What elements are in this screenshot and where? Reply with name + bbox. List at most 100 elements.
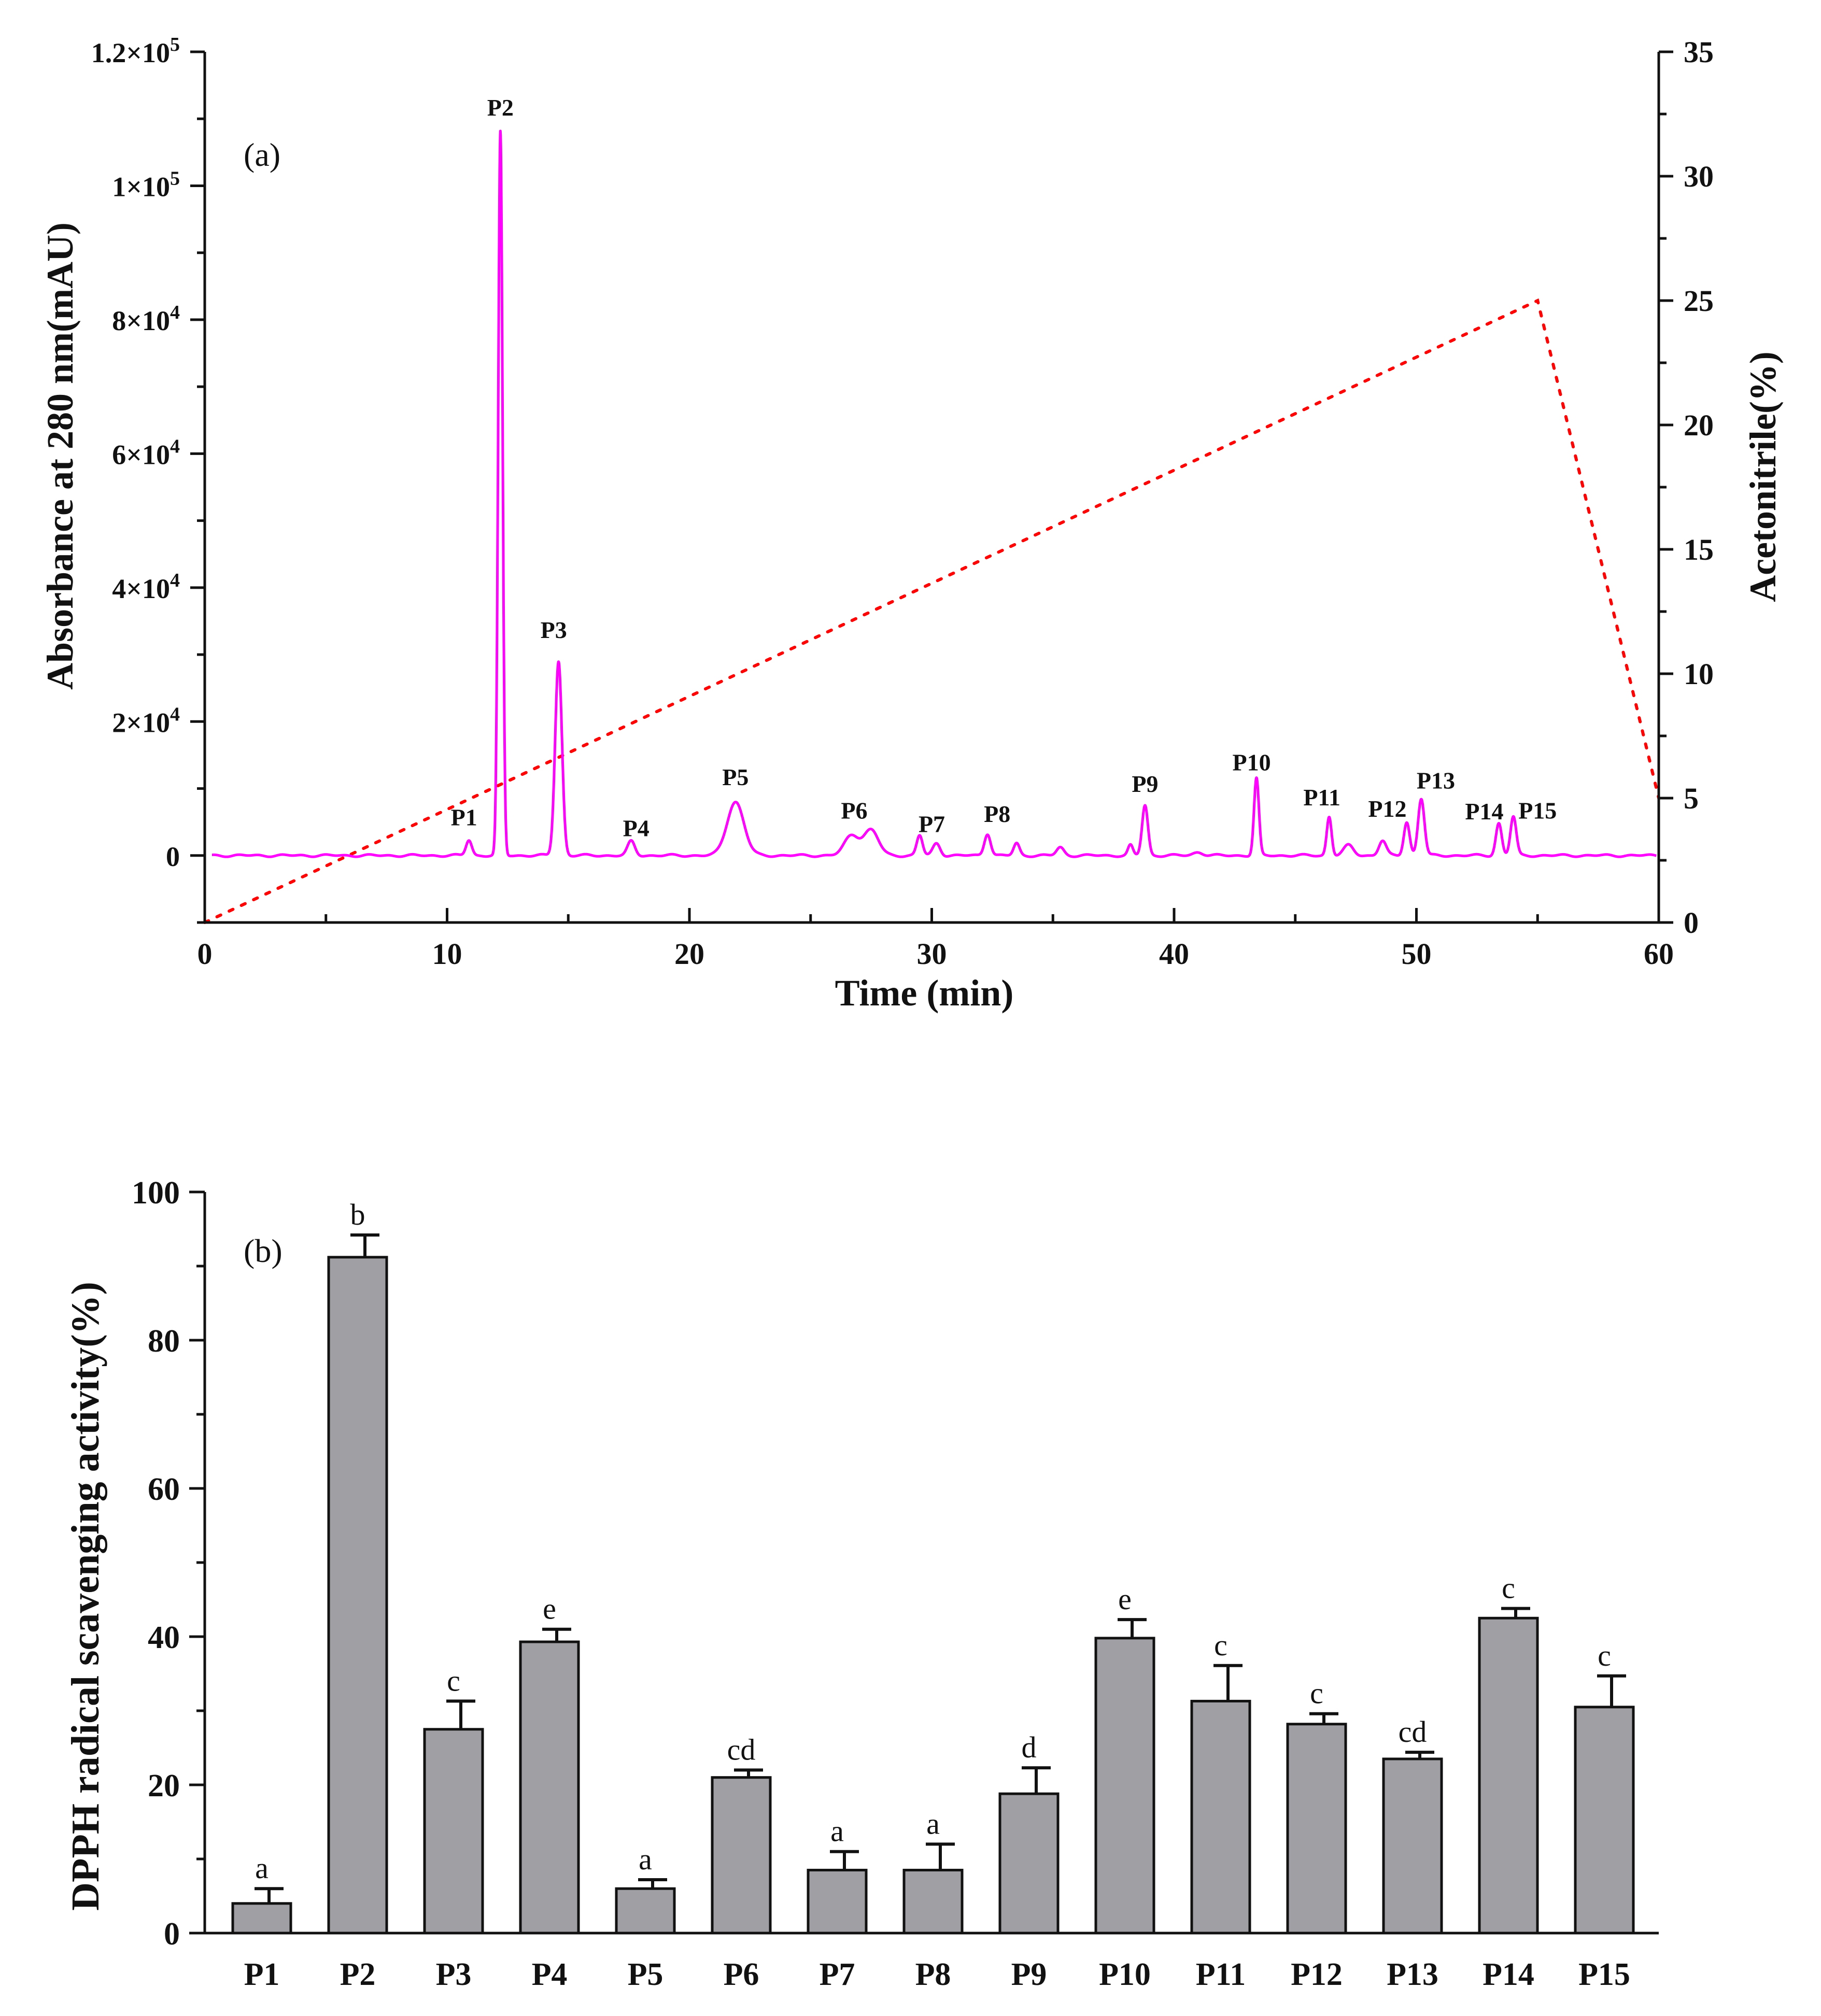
dpph-bar — [1574, 1706, 1635, 1935]
absorbance-tick-mantissa: 6×10 — [112, 439, 170, 470]
significance-letter: c — [1598, 1639, 1611, 1672]
acetonitrile-axis-ticks: 0 5 10 15 20 25 30 35 — [1659, 35, 1714, 940]
absorbance-trace-line — [211, 130, 1658, 858]
time-axis-ticks: 0 10 20 30 40 50 60 — [197, 908, 1674, 971]
fraction-label: P4 — [532, 1957, 568, 1992]
dpph-bar — [807, 1868, 868, 1935]
acetonitrile-tick-label: 10 — [1684, 657, 1714, 691]
fraction-label: P6 — [724, 1957, 759, 1992]
significance-letter: c — [1214, 1628, 1227, 1662]
acetonitrile-gradient-path — [203, 298, 1660, 924]
dpph-axis-title: DPPH radical scavenging activity(%) — [64, 1282, 107, 1911]
significance-letter: c — [1310, 1677, 1323, 1710]
acetonitrile-tick-label: 5 — [1684, 782, 1699, 815]
dpph-tick-label: 100 — [132, 1175, 180, 1211]
fraction-label: P11 — [1196, 1957, 1246, 1992]
fraction-label: P14 — [1483, 1957, 1534, 1992]
peak-label: P8 — [984, 801, 1010, 827]
acetonitrile-tick-label: 30 — [1684, 160, 1714, 193]
peak-label: P1 — [451, 804, 477, 831]
peak-label: P9 — [1132, 771, 1158, 797]
acetonitrile-tick-label: 20 — [1684, 408, 1714, 442]
time-tick-label: 20 — [674, 937, 704, 971]
acetonitrile-tick-label: 0 — [1684, 906, 1699, 940]
dpph-tick-label: 40 — [148, 1620, 180, 1655]
dpph-axis-ticks: 0 20 40 60 80 100 — [132, 1175, 205, 1952]
peak-label: P13 — [1417, 768, 1455, 794]
significance-letter: c — [447, 1664, 460, 1697]
absorbance-tick-mantissa: 4×10 — [112, 573, 170, 604]
significance-letter: cd — [727, 1733, 756, 1766]
significance-letter: e — [1118, 1582, 1132, 1616]
peak-label: P7 — [919, 811, 945, 837]
dpph-bar — [1094, 1637, 1155, 1935]
acetonitrile-gradient-line — [203, 298, 1660, 924]
acetonitrile-tick-label: 35 — [1684, 35, 1714, 69]
peak-label: P12 — [1368, 796, 1406, 822]
acetonitrile-tick-label: 15 — [1684, 533, 1714, 566]
fraction-label: P8 — [915, 1957, 951, 1992]
time-tick-label: 60 — [1644, 937, 1674, 971]
peak-label: P11 — [1303, 784, 1340, 811]
time-tick-label: 30 — [917, 937, 947, 971]
absorbance-tick-label: 0 — [166, 841, 180, 872]
fraction-label: P5 — [628, 1957, 664, 1992]
dpph-tick-label: 0 — [164, 1916, 180, 1952]
dpph-bar — [423, 1728, 484, 1935]
dpph-bar — [1190, 1699, 1251, 1935]
absorbance-tick-exponent: 5 — [170, 167, 180, 189]
dpph-bar — [998, 1792, 1060, 1935]
dpph-tick-label: 80 — [148, 1324, 180, 1359]
dpph-bar — [327, 1256, 388, 1935]
fraction-labels: P1 P2 P3 P4 P5 P6 P7 P8 P9 P10 P11 P12 P13 P14 P15 — [244, 1957, 1630, 1992]
absorbance-tick-label: 8×104 — [112, 302, 180, 336]
peak-label: P15 — [1518, 798, 1557, 824]
fraction-label: P9 — [1011, 1957, 1047, 1992]
absorbance-tick-exponent: 4 — [170, 435, 180, 457]
absorbance-tick-exponent: 4 — [170, 703, 180, 725]
significance-letter: b — [350, 1198, 365, 1231]
panel-b-label: (b) — [244, 1232, 283, 1269]
peak-label: P10 — [1233, 749, 1271, 776]
time-tick-label: 50 — [1402, 937, 1432, 971]
dpph-tick-label: 20 — [148, 1768, 180, 1804]
fraction-label: P3 — [436, 1957, 472, 1992]
absorbance-tick-label: 6×104 — [112, 435, 180, 470]
acetonitrile-axis-title: Acetonitrile(%) — [1742, 351, 1784, 602]
dpph-bar — [711, 1776, 772, 1935]
dpph-bar — [1382, 1757, 1443, 1935]
significance-letter: cd — [1399, 1715, 1427, 1749]
fraction-label: P12 — [1291, 1957, 1343, 1992]
peak-label: P5 — [722, 764, 749, 790]
fraction-label: P1 — [244, 1957, 280, 1992]
absorbance-tick-label: 2×104 — [112, 703, 180, 738]
absorbance-tick-mantissa: 0 — [166, 841, 180, 872]
absorbance-tick-exponent: 5 — [170, 34, 180, 55]
fraction-label: P7 — [820, 1957, 855, 1992]
absorbance-tick-exponent: 4 — [170, 302, 180, 323]
peak-label: P2 — [487, 94, 514, 121]
absorbance-tick-mantissa: 1.2×10 — [91, 37, 170, 68]
panel-a-label: (a) — [244, 136, 280, 173]
dpph-bar — [902, 1868, 964, 1935]
peak-label: P6 — [841, 798, 867, 824]
dpph-tick-label: 60 — [148, 1472, 180, 1507]
fraction-label: P15 — [1578, 1957, 1630, 1992]
absorbance-tick-mantissa: 8×10 — [112, 305, 170, 336]
absorbance-axis-title: Absorbance at 280 nm(mAU) — [39, 222, 81, 690]
absorbance-tick-label: 1×105 — [112, 167, 180, 202]
chromatogram-panel: 0 10 20 30 40 50 60 02×1044×1046×1048×1041×105… — [39, 34, 1784, 1014]
time-tick-label: 10 — [432, 937, 462, 971]
dpph-bar — [519, 1640, 580, 1935]
significance-letter: a — [926, 1807, 940, 1840]
peak-labels: P1 P2 P3 P4 P5 P6 P7 P8 P9 P10 P11 P12 P13 P14 P15 — [451, 94, 1557, 842]
dpph-bars: a b c e a cd a a d e c c cd c c — [231, 1198, 1635, 1935]
time-axis-title: Time (min) — [835, 972, 1014, 1014]
absorbance-tick-mantissa: 2×10 — [112, 707, 170, 738]
time-tick-label: 0 — [197, 937, 213, 971]
significance-letter: a — [830, 1814, 844, 1848]
fraction-label: P2 — [340, 1957, 376, 1992]
peak-label: P14 — [1465, 798, 1503, 825]
